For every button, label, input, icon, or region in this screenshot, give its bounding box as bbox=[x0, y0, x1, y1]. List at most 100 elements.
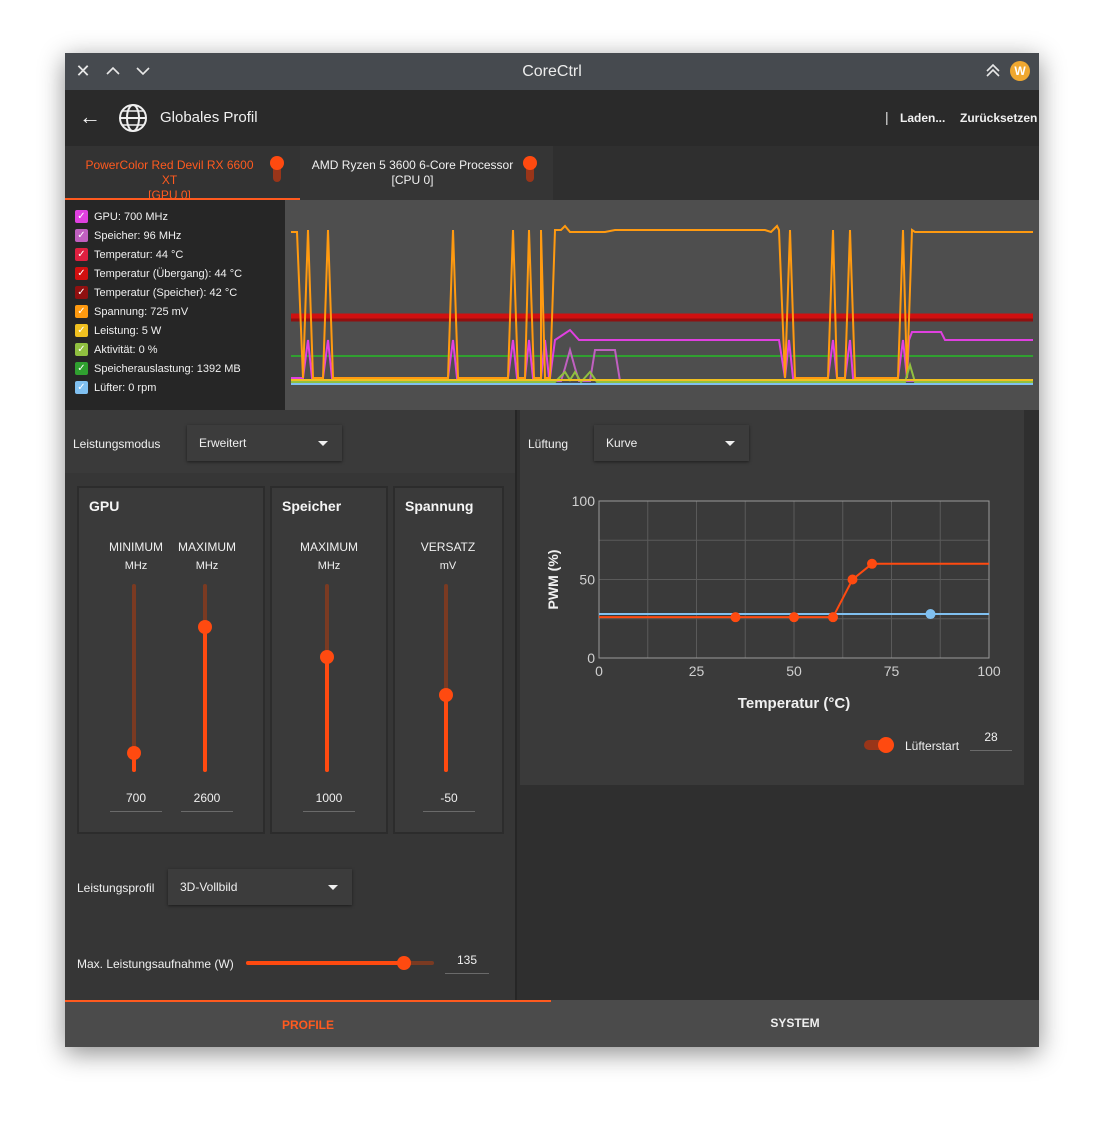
legend-label: Temperatur (Speicher): 42 °C bbox=[94, 287, 238, 299]
perf-mode-label: Leistungsmodus bbox=[73, 437, 161, 451]
curve-point[interactable] bbox=[867, 558, 877, 569]
gpu-max-input[interactable]: 2600 bbox=[181, 786, 233, 812]
gpu-group-title: GPU bbox=[89, 498, 120, 514]
plot-frame bbox=[598, 500, 990, 659]
fan-mode-label: Lüftung bbox=[528, 437, 569, 451]
cpu-device-index: [CPU 0] bbox=[391, 173, 434, 187]
fan-curve-chart[interactable]: 0 25 50 75 100 0 50 100 Temperatur (°C) PWM (%) bbox=[520, 473, 1024, 723]
volt-offset-header: VERSATZ bbox=[420, 540, 476, 554]
cpu-device-toggle[interactable] bbox=[523, 156, 537, 184]
gpu-min-unit: MHz bbox=[124, 560, 148, 572]
window-title: CoreCtrl bbox=[522, 63, 582, 80]
slider-fill bbox=[203, 627, 207, 772]
power-limit-input[interactable]: 135 bbox=[445, 948, 489, 974]
legend-checkbox[interactable]: ✓ bbox=[75, 324, 88, 337]
series-gpu-clock bbox=[291, 328, 1033, 379]
fan-mode-value: Kurve bbox=[606, 436, 638, 450]
reset-button[interactable]: Zurücksetzen bbox=[960, 111, 1038, 125]
legend-label: Temperatur (Übergang): 44 °C bbox=[94, 268, 243, 280]
title-bar: ✕ CoreCtrl W bbox=[65, 53, 1039, 90]
voltage-group-title: Spannung bbox=[405, 498, 474, 514]
x-tick-label: 50 bbox=[786, 663, 802, 679]
legend-label: GPU: 700 MHz bbox=[94, 211, 168, 223]
bottom-tab-bar: PROFILE SYSTEM bbox=[65, 1000, 1039, 1047]
legend-checkbox[interactable]: ✓ bbox=[75, 381, 88, 394]
legend-checkbox[interactable]: ✓ bbox=[75, 343, 88, 356]
legend-label: Leistung: 5 W bbox=[94, 325, 162, 337]
legend-label: Aktivität: 0 % bbox=[94, 344, 158, 356]
power-slider-knob[interactable] bbox=[396, 956, 411, 970]
x-tick-label: 25 bbox=[689, 663, 705, 679]
tab-profile[interactable]: PROFILE bbox=[65, 1000, 551, 1047]
current-point bbox=[925, 609, 936, 620]
power-slider-fill bbox=[246, 961, 404, 965]
fan-mode-select[interactable]: Kurve bbox=[594, 425, 749, 461]
load-button[interactable]: Laden... bbox=[900, 111, 946, 125]
cpu-device-name: AMD Ryzen 5 3600 6-Core Processor bbox=[311, 158, 514, 172]
curve-point[interactable] bbox=[789, 612, 799, 623]
gpu-device-toggle[interactable] bbox=[270, 156, 284, 184]
fan-curve-panel: 0 25 50 75 100 0 50 100 Temperatur (°C) PWM (%) L… bbox=[520, 473, 1024, 785]
gpu-max-unit: MHz bbox=[195, 560, 219, 572]
tab-gpu-device[interactable]: PowerColor Red Devil RX 6600 XT [GPU 0] bbox=[65, 146, 300, 202]
legend-checkbox[interactable]: ✓ bbox=[75, 267, 88, 280]
legend-checkbox[interactable]: ✓ bbox=[75, 305, 88, 318]
perf-mode-select[interactable]: Erweitert bbox=[187, 425, 342, 461]
performance-pane: Leistungsmodus Erweitert GPU MINIMUM MAX… bbox=[65, 410, 517, 1000]
curve-point[interactable] bbox=[847, 574, 858, 585]
mem-max-input[interactable]: 1000 bbox=[303, 786, 355, 812]
profile-toolbar: ← Globales Profil | Laden... Zurücksetze… bbox=[65, 90, 1039, 146]
back-arrow-icon[interactable]: ← bbox=[79, 104, 101, 129]
slider-fill bbox=[444, 694, 448, 772]
slider-knob[interactable] bbox=[439, 687, 453, 702]
profile-title: Globales Profil bbox=[160, 109, 258, 126]
legend-label: Spannung: 725 mV bbox=[94, 306, 189, 318]
chevron-down-icon bbox=[725, 441, 735, 446]
legend-label: Lüfter: 0 rpm bbox=[94, 382, 157, 394]
gpu-max-header: MAXIMUM bbox=[178, 540, 236, 554]
minimize-icon[interactable] bbox=[133, 61, 153, 81]
fan-start-input[interactable]: 28 bbox=[970, 725, 1012, 751]
sensor-history-plot bbox=[285, 200, 1039, 410]
chevron-down-icon bbox=[318, 441, 328, 446]
x-tick-label: 75 bbox=[884, 663, 900, 679]
legend-checkbox[interactable]: ✓ bbox=[75, 248, 88, 261]
volt-offset-input[interactable]: -50 bbox=[423, 786, 475, 812]
device-tabs: PowerColor Red Devil RX 6600 XT [GPU 0] … bbox=[65, 146, 1039, 202]
memory-clock-group: Speicher MAXIMUM MHz 1000 bbox=[270, 486, 388, 834]
close-icon[interactable]: ✕ bbox=[75, 61, 91, 81]
power-limit-label: Max. Leistungsaufnahme (W) bbox=[77, 957, 234, 971]
slider-knob[interactable] bbox=[320, 650, 334, 665]
legend-checkbox[interactable]: ✓ bbox=[75, 210, 88, 223]
legend-label: Speicher: 96 MHz bbox=[94, 230, 182, 242]
curve-point[interactable] bbox=[730, 612, 741, 623]
legend-checkbox[interactable]: ✓ bbox=[75, 229, 88, 242]
perf-profile-select[interactable]: 3D-Vollbild bbox=[168, 869, 352, 905]
curve-point[interactable] bbox=[828, 612, 838, 623]
y-axis-label: PWM (%) bbox=[545, 550, 561, 610]
gpu-min-header: MINIMUM bbox=[109, 540, 163, 554]
series-temperature-junction bbox=[291, 313, 1033, 322]
slider-knob[interactable] bbox=[127, 746, 141, 761]
chevron-down-icon bbox=[328, 885, 338, 890]
tab-cpu-device[interactable]: AMD Ryzen 5 3600 6-Core Processor [CPU 0… bbox=[300, 146, 553, 200]
maximize-icon[interactable] bbox=[103, 61, 123, 81]
app-menu-icon[interactable]: W bbox=[1010, 61, 1030, 81]
legend-checkbox[interactable]: ✓ bbox=[75, 286, 88, 299]
tab-system[interactable]: SYSTEM bbox=[770, 1016, 820, 1030]
keep-above-icon[interactable] bbox=[983, 61, 1003, 81]
legend-checkbox[interactable]: ✓ bbox=[75, 362, 88, 375]
gpu-clock-group: GPU MINIMUM MAXIMUM MHz MHz 700 2600 bbox=[77, 486, 265, 834]
pane-divider bbox=[515, 410, 518, 1000]
fan-start-toggle[interactable] bbox=[864, 737, 894, 753]
toolbar-separator: | bbox=[885, 109, 889, 125]
slider-knob[interactable] bbox=[198, 620, 212, 635]
gpu-min-input[interactable]: 700 bbox=[110, 786, 162, 812]
fan-start-label: Lüfterstart bbox=[905, 739, 960, 753]
corectrl-window: ✕ CoreCtrl W ← Globales Profil | Laden..… bbox=[65, 53, 1039, 1047]
fan-pane: Lüftung Kurve 0 25 50 75 100 0 50 100 Temperatur… bbox=[517, 410, 1039, 1000]
slider-fill bbox=[132, 753, 136, 772]
slider-fill bbox=[325, 657, 329, 772]
perf-profile-value: 3D-Vollbild bbox=[180, 880, 238, 894]
power-limit-slider[interactable] bbox=[246, 955, 434, 971]
